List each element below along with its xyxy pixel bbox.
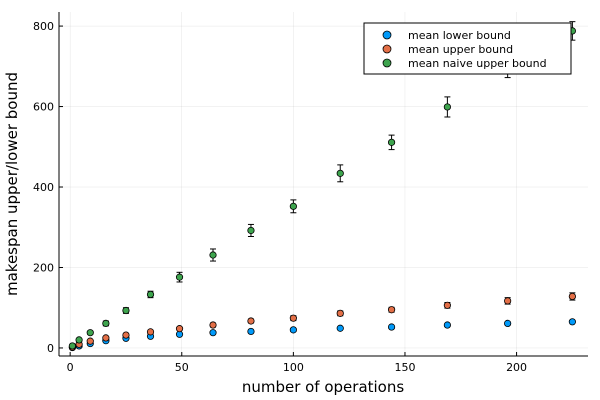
data-point bbox=[289, 202, 297, 210]
data-point bbox=[387, 306, 396, 314]
data-point bbox=[568, 318, 576, 326]
legend-box bbox=[363, 22, 572, 75]
data-point bbox=[387, 323, 396, 331]
data-point bbox=[387, 138, 396, 146]
legend-marker bbox=[382, 30, 392, 40]
x-tick-label: 0 bbox=[67, 361, 74, 374]
y-tick-label: 400 bbox=[33, 181, 54, 194]
data-marks bbox=[68, 21, 576, 352]
data-point bbox=[122, 306, 130, 315]
y-axis-label: makespan upper/lower bound bbox=[3, 72, 21, 296]
data-point bbox=[289, 326, 297, 334]
data-point bbox=[86, 337, 94, 345]
data-point bbox=[247, 226, 255, 235]
y-tick-label: 200 bbox=[33, 261, 54, 274]
data-point bbox=[209, 329, 217, 337]
data-point bbox=[209, 251, 217, 259]
data-point bbox=[336, 324, 344, 332]
data-point bbox=[68, 342, 76, 350]
legend-label: mean upper bound bbox=[408, 43, 513, 56]
data-point bbox=[443, 321, 451, 329]
legend-marker bbox=[382, 58, 392, 68]
legend-label: mean naive upper bound bbox=[408, 57, 547, 70]
data-point bbox=[336, 309, 344, 317]
x-tick-label: 150 bbox=[394, 361, 415, 374]
y-tick-label: 800 bbox=[33, 20, 54, 33]
data-point bbox=[175, 325, 184, 333]
data-point bbox=[289, 314, 297, 322]
data-point bbox=[504, 297, 512, 305]
plot-frame bbox=[58, 12, 588, 357]
data-point bbox=[86, 329, 94, 337]
data-point bbox=[247, 327, 255, 336]
data-point bbox=[443, 301, 451, 309]
data-point bbox=[122, 331, 130, 339]
y-tick-label: 600 bbox=[33, 101, 54, 114]
y-tick-label: 0 bbox=[47, 342, 54, 355]
legend-label: mean lower bound bbox=[408, 29, 511, 42]
data-point bbox=[209, 321, 217, 329]
data-point bbox=[175, 273, 184, 281]
data-point bbox=[102, 319, 110, 328]
legend-marker bbox=[382, 44, 392, 54]
data-point bbox=[504, 319, 512, 328]
x-axis-label: number of operations bbox=[242, 378, 405, 396]
axis-ticks: 0 50 100 150 200 0 200 400 600 800 bbox=[33, 20, 527, 374]
data-point bbox=[102, 334, 110, 342]
data-point bbox=[146, 290, 155, 299]
data-point bbox=[443, 103, 451, 111]
data-point bbox=[75, 336, 83, 344]
data-point bbox=[146, 328, 155, 336]
data-point bbox=[247, 317, 255, 325]
data-point bbox=[336, 169, 344, 177]
x-tick-label: 50 bbox=[175, 361, 189, 374]
x-tick-label: 100 bbox=[283, 361, 304, 374]
series-3 bbox=[68, 21, 576, 350]
data-point bbox=[568, 292, 576, 301]
x-tick-label: 200 bbox=[506, 361, 527, 374]
